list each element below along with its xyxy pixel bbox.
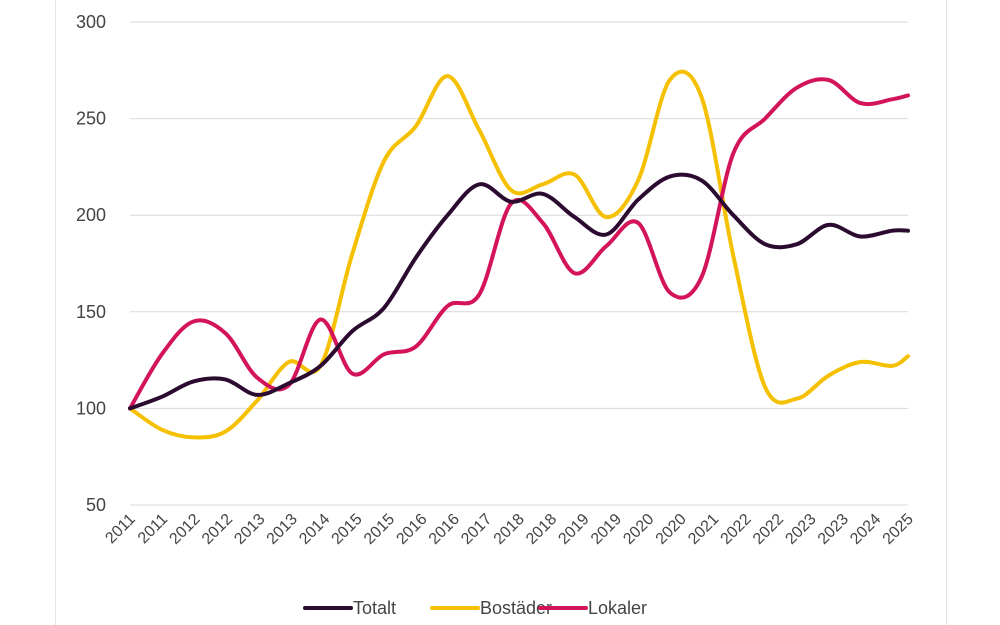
legend-label: Totalt	[353, 598, 396, 618]
x-tick-label: 2020	[620, 511, 657, 548]
y-tick-label: 100	[76, 398, 106, 418]
x-tick-label: 2023	[815, 511, 852, 548]
y-tick-label: 250	[76, 109, 106, 129]
x-tick-label: 2011	[135, 511, 171, 547]
series-line-bostäder	[128, 69, 910, 440]
x-tick-label: 2016	[393, 511, 430, 548]
x-tick-label: 2021	[685, 511, 722, 548]
chart-frame	[55, 0, 947, 625]
x-tick-label: 2013	[264, 511, 301, 548]
x-tick-label: 2012	[166, 511, 203, 548]
legend: Totalt Bostäder Lokaler	[303, 598, 647, 618]
x-tick-label: 2018	[523, 511, 560, 548]
legend-label: Lokaler	[588, 598, 647, 618]
series-line-totalt	[128, 172, 910, 411]
x-tick-label: 2014	[296, 511, 333, 548]
x-tick-label: 2019	[588, 511, 625, 548]
x-tick-label: 2015	[361, 511, 398, 548]
x-tick-label: 2012	[199, 511, 236, 548]
x-tick-label: 2013	[231, 511, 268, 548]
x-axis-tick-labels: 2011201120122012201320132014201520152016…	[102, 511, 916, 548]
y-tick-label: 200	[76, 205, 106, 225]
x-tick-label: 2020	[653, 511, 690, 548]
x-tick-label: 2017	[458, 511, 495, 548]
x-tick-label: 2016	[426, 511, 463, 548]
x-tick-label: 2023	[782, 511, 819, 548]
x-tick-label: 2011	[102, 511, 138, 547]
x-tick-label: 2024	[847, 511, 884, 548]
x-tick-label: 2022	[718, 511, 755, 548]
x-tick-label: 2019	[555, 511, 592, 548]
legend-label: Bostäder	[480, 598, 552, 618]
x-tick-label: 2022	[750, 511, 787, 548]
series-lines	[128, 69, 910, 440]
y-tick-label: 50	[86, 495, 106, 515]
gridlines	[130, 21, 908, 506]
y-tick-label: 300	[76, 12, 106, 32]
x-tick-label: 2015	[329, 511, 366, 548]
y-tick-label: 150	[76, 302, 106, 322]
x-tick-label: 2018	[491, 511, 528, 548]
y-axis-tick-labels: 50 100 150 200 250 300	[76, 12, 106, 515]
series-line-lokaler	[128, 77, 910, 411]
x-tick-label: 2025	[880, 511, 917, 548]
